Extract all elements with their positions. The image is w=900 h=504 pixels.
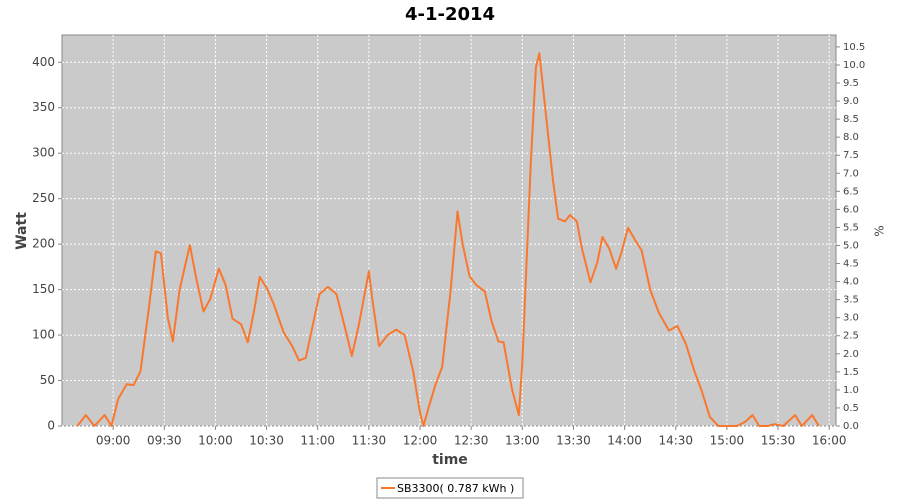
x-tick-label: 13:30	[556, 434, 591, 448]
y2-tick-label: 3.5	[843, 295, 859, 306]
y2-tick-label: 4.0	[843, 277, 859, 288]
x-tick-label: 13:00	[505, 434, 540, 448]
y2-tick-label: 0.5	[843, 403, 859, 414]
x-tick-label: 11:30	[352, 434, 387, 448]
y2-tick-label: 1.5	[843, 367, 859, 378]
y2-tick-label: 10.5	[843, 42, 865, 53]
y-tick-label: 150	[32, 282, 55, 296]
y2-axis-label: %	[873, 225, 887, 236]
y2-tick-label: 5.0	[843, 240, 859, 251]
y-tick-label: 0	[47, 419, 55, 433]
y2-tick-label: 8.5	[843, 114, 859, 125]
y2-tick-label: 4.5	[843, 259, 859, 270]
y2-tick-label: 9.5	[843, 78, 859, 89]
series-line	[76, 52, 820, 427]
x-tick-label: 11:00	[300, 434, 335, 448]
y2-tick-label: 2.5	[843, 331, 859, 342]
x-tick-label: 10:30	[249, 434, 284, 448]
y2-tick-label: 7.5	[843, 150, 859, 161]
y2-tick-label: 1.0	[843, 385, 859, 396]
y-tick-label: 350	[32, 100, 55, 114]
y2-tick-label: 6.0	[843, 204, 859, 215]
y-tick-label: 400	[32, 55, 55, 69]
y2-tick-label: 7.0	[843, 168, 859, 179]
y2-tick-label: 3.0	[843, 313, 859, 324]
plot-area	[61, 34, 837, 427]
legend	[376, 477, 524, 499]
y-tick-label: 250	[32, 191, 55, 205]
y2-tick-label: 10.0	[843, 60, 865, 71]
y-tick-label: 300	[32, 146, 55, 160]
x-tick-label: 12:30	[454, 434, 489, 448]
y2-tick-label: 6.5	[843, 186, 859, 197]
x-tick-label: 14:00	[607, 434, 642, 448]
y2-tick-label: 8.0	[843, 132, 859, 143]
x-tick-label: 09:30	[147, 434, 182, 448]
x-tick-label: 09:00	[96, 434, 131, 448]
legend-label: SB3300( 0.787 kWh )	[397, 482, 514, 495]
x-tick-label: 15:30	[761, 434, 796, 448]
x-tick-label: 10:00	[198, 434, 233, 448]
y2-tick-label: 5.5	[843, 222, 859, 233]
y-axis-label: Watt	[14, 212, 30, 250]
y2-tick-label: 9.0	[843, 96, 859, 107]
y-tick-label: 50	[40, 373, 55, 387]
y2-tick-label: 2.0	[843, 349, 859, 360]
x-axis-label: time	[432, 452, 468, 468]
x-tick-label: 16:00	[812, 434, 847, 448]
chart-title: 4-1-2014	[405, 4, 495, 25]
x-tick-label: 15:00	[710, 434, 745, 448]
y2-tick-label: 0.0	[843, 421, 859, 432]
x-tick-label: 12:00	[403, 434, 438, 448]
y-tick-label: 200	[32, 237, 55, 251]
x-tick-label: 14:30	[658, 434, 693, 448]
y-tick-label: 100	[32, 328, 55, 342]
